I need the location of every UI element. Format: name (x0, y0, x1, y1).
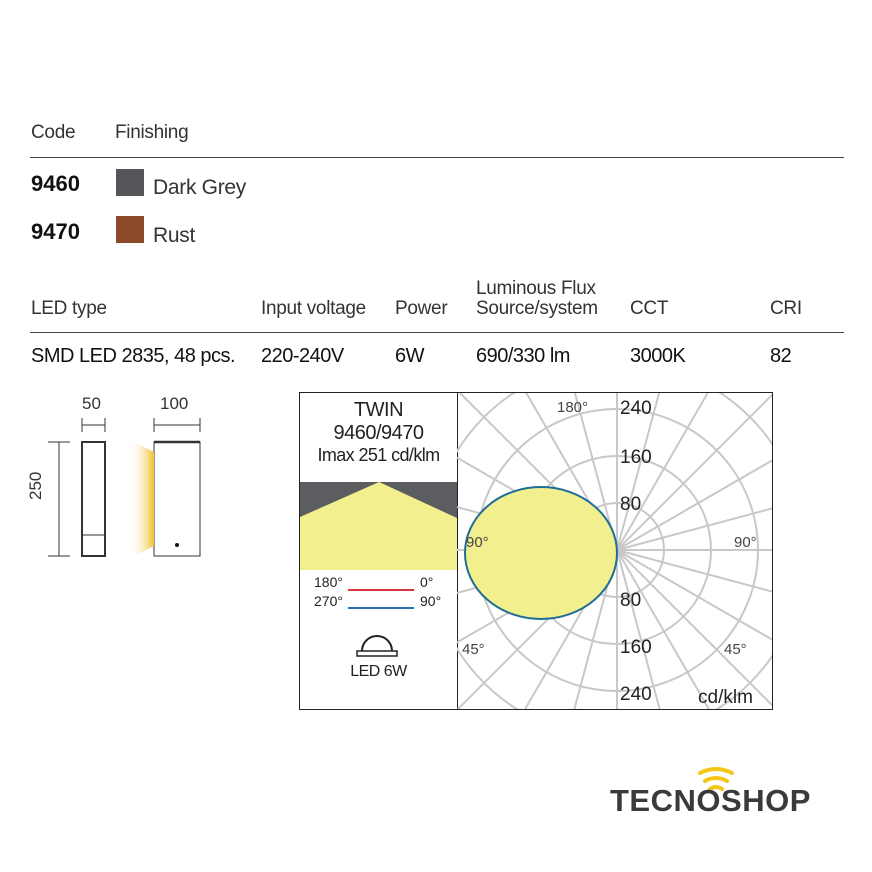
legend-270: 270° (314, 593, 343, 609)
cct-value: 3000K (630, 345, 686, 367)
dimension-width: 100 (160, 394, 189, 413)
led-icon (356, 635, 398, 657)
ring-label-80: 80 (620, 590, 642, 611)
ring-label-240: 240 (620, 684, 652, 705)
logo-text: TECN (610, 783, 697, 818)
divider (30, 332, 844, 333)
flux-header: Luminous Flux (476, 278, 596, 299)
power-header: Power (395, 298, 448, 319)
code-9460: 9460 (31, 171, 80, 196)
legend-0: 0° (420, 574, 434, 590)
ring-label-160: 160 (620, 637, 652, 658)
legend-line-red (348, 589, 414, 591)
led-type-header: LED type (31, 298, 107, 319)
finishing-header: Finishing (115, 122, 189, 143)
ring-label-240: 240 (620, 398, 652, 419)
ring-label-80: 80 (620, 494, 642, 515)
flux-subheader: Source/system (476, 298, 598, 319)
swatch-rust (116, 216, 144, 243)
angle-45-left: 45° (462, 641, 485, 658)
intensity-curve (464, 486, 618, 620)
cct-header: CCT (630, 298, 669, 319)
power-value: 6W (395, 345, 425, 367)
swatch-dark-grey (116, 169, 144, 196)
finish-rust: Rust (153, 224, 195, 247)
cri-value: 82 (770, 345, 792, 367)
code-header: Code (31, 122, 76, 143)
code-9470: 9470 (31, 219, 80, 244)
wifi-icon (698, 767, 734, 791)
photometric-panel: TWIN 9460/9470 Imax 251 cd/klm 180° 0° 2… (299, 392, 773, 710)
dimension-height: 250 (26, 471, 45, 500)
dimension-depth: 50 (82, 394, 101, 413)
logo-text-o: O (696, 783, 722, 818)
beam-icon (300, 482, 457, 570)
model-codes: 9460/9470 (333, 422, 424, 444)
model-name: TWIN (353, 399, 404, 421)
legend-line-blue (348, 607, 414, 609)
finish-dark-grey: Dark Grey (153, 176, 246, 199)
voltage-header: Input voltage (261, 298, 366, 319)
dimension-drawing (48, 418, 201, 558)
legend-90: 90° (420, 593, 442, 609)
divider (30, 157, 844, 158)
cri-header: CRI (770, 298, 802, 319)
angle-45-right: 45° (724, 641, 747, 658)
flux-value: 690/330 lm (476, 345, 570, 367)
unit-label: cd/klm (698, 687, 753, 708)
led-type-value: SMD LED 2835, 48 pcs. (31, 345, 236, 367)
photometric-info: TWIN 9460/9470 Imax 251 cd/klm 180° 0° 2… (300, 393, 458, 709)
imax: Imax 251 cd/klm (317, 445, 440, 465)
legend-180: 180° (314, 574, 343, 590)
logo-text: SHOP (721, 783, 811, 818)
polar-diagram (457, 393, 772, 709)
ring-label-160: 160 (620, 447, 652, 468)
angle-90-left: 90° (466, 534, 489, 551)
voltage-value: 220-240V (261, 345, 344, 367)
source-label: LED 6W (350, 663, 407, 680)
angle-180: 180° (557, 399, 589, 416)
angle-90-right: 90° (734, 534, 757, 551)
